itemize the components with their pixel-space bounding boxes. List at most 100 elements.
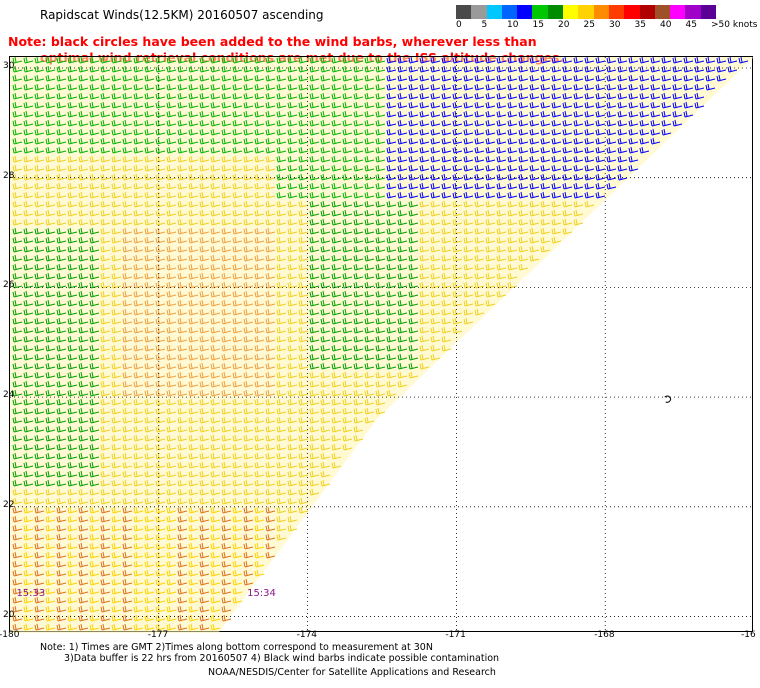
wind-barb xyxy=(287,236,298,244)
wind-barb xyxy=(144,551,155,559)
wind-barb xyxy=(34,596,45,604)
wind-barb xyxy=(309,425,320,433)
wind-barb xyxy=(617,119,628,127)
wind-barb xyxy=(23,254,34,262)
wind-barb xyxy=(144,596,155,604)
wind-barb xyxy=(45,623,56,631)
wind-barb xyxy=(419,200,430,208)
wind-barb xyxy=(23,137,34,145)
wind-barb xyxy=(210,218,221,226)
wind-barb xyxy=(133,488,144,496)
wind-barb xyxy=(232,551,243,559)
wind-barb xyxy=(12,299,23,307)
wind-barb xyxy=(353,83,364,91)
wind-barb xyxy=(386,74,397,82)
wind-barb xyxy=(298,335,309,343)
wind-barb xyxy=(507,227,518,235)
wind-barb xyxy=(452,299,463,307)
wind-barb xyxy=(100,272,111,280)
wind-barb xyxy=(210,110,221,118)
wind-barb xyxy=(155,443,166,451)
wind-barb xyxy=(111,200,122,208)
wind-barb xyxy=(67,398,78,406)
wind-barb xyxy=(375,290,386,298)
wind-barb xyxy=(320,299,331,307)
wind-barb xyxy=(155,389,166,397)
wind-barb xyxy=(672,92,683,100)
wind-barb xyxy=(144,137,155,145)
wind-barb xyxy=(188,308,199,316)
wind-barb xyxy=(133,533,144,541)
wind-barb xyxy=(353,209,364,217)
wind-barb xyxy=(243,218,254,226)
wind-barb xyxy=(375,236,386,244)
wind-barb xyxy=(23,569,34,577)
wind-barb xyxy=(287,389,298,397)
wind-barb xyxy=(177,254,188,262)
wind-barb xyxy=(584,164,595,172)
wind-barb xyxy=(12,272,23,280)
wind-barb xyxy=(254,425,265,433)
wind-barb xyxy=(408,227,419,235)
wind-barb xyxy=(606,182,617,190)
wind-barb xyxy=(155,353,166,361)
wind-barb xyxy=(408,200,419,208)
wind-barb xyxy=(23,380,34,388)
wind-barb xyxy=(419,191,430,199)
wind-barb xyxy=(67,236,78,244)
wind-barb xyxy=(23,209,34,217)
wind-barb xyxy=(188,614,199,622)
wind-barb xyxy=(144,191,155,199)
wind-barb xyxy=(78,479,89,487)
wind-barb xyxy=(353,353,364,361)
wind-barb xyxy=(463,272,474,280)
wind-barb xyxy=(232,389,243,397)
wind-barb xyxy=(34,362,45,370)
wind-barb xyxy=(507,164,518,172)
wind-barb xyxy=(342,308,353,316)
wind-barb xyxy=(45,57,56,64)
wind-barb xyxy=(430,191,441,199)
wind-barb xyxy=(12,74,23,82)
wind-barb xyxy=(188,128,199,136)
wind-barb xyxy=(232,515,243,523)
wind-barb xyxy=(67,137,78,145)
colorbar-swatch xyxy=(593,5,609,19)
wind-barb xyxy=(474,164,485,172)
wind-barb xyxy=(485,164,496,172)
wind-barb xyxy=(265,443,276,451)
wind-barb xyxy=(375,389,386,397)
wind-barb xyxy=(551,83,562,91)
wind-barb xyxy=(111,218,122,226)
wind-barb xyxy=(34,290,45,298)
wind-barb xyxy=(166,74,177,82)
wind-barb xyxy=(221,542,232,550)
wind-barb xyxy=(177,470,188,478)
wind-barb xyxy=(34,299,45,307)
wind-barb xyxy=(133,398,144,406)
wind-barb xyxy=(375,57,386,64)
wind-barb xyxy=(419,290,430,298)
wind-barb xyxy=(342,101,353,109)
wind-barb xyxy=(254,173,265,181)
wind-barb xyxy=(408,110,419,118)
wind-barb xyxy=(122,524,133,532)
wind-barb xyxy=(67,407,78,415)
wind-barb xyxy=(232,362,243,370)
wind-barb xyxy=(122,335,133,343)
wind-barb xyxy=(463,128,474,136)
wind-barb xyxy=(78,245,89,253)
wind-barb xyxy=(331,299,342,307)
wind-barb xyxy=(100,344,111,352)
wind-barb xyxy=(100,524,111,532)
wind-barb xyxy=(78,57,89,64)
wind-barb xyxy=(496,254,507,262)
wind-barb xyxy=(408,299,419,307)
wind-barb xyxy=(375,254,386,262)
wind-barb xyxy=(639,110,650,118)
wind-barb xyxy=(265,290,276,298)
wind-barb xyxy=(276,371,287,379)
wind-barb xyxy=(529,236,540,244)
wind-barb xyxy=(320,155,331,163)
wind-barb xyxy=(375,353,386,361)
